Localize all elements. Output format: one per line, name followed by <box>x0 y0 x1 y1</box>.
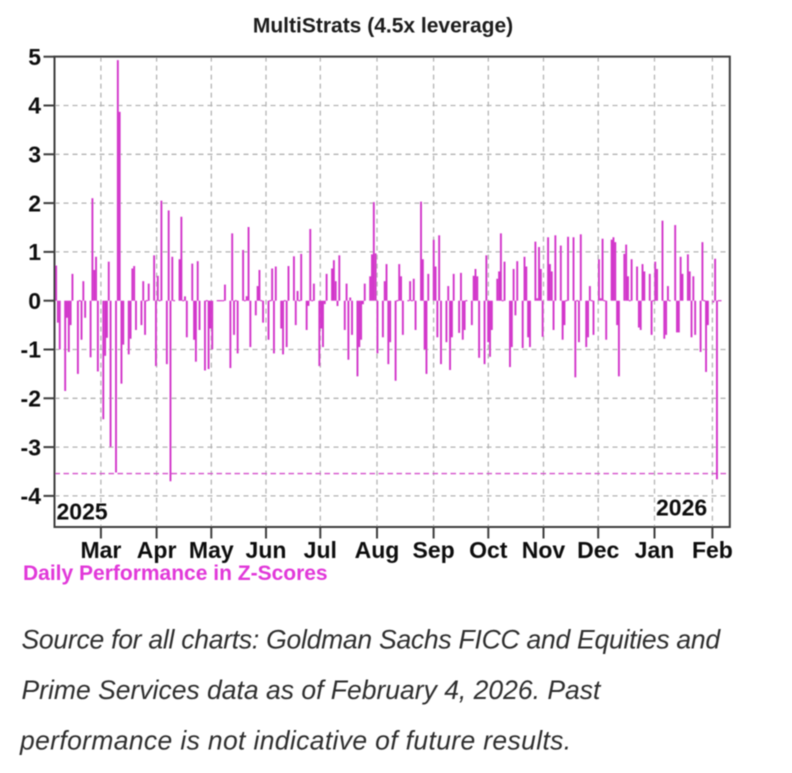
svg-text:Prime Services data as of Febr: Prime Services data as of February 4, 20… <box>22 675 602 705</box>
svg-text:performance is not indicative: performance is not indicative of future … <box>19 726 571 756</box>
svg-text:2025: 2025 <box>57 499 108 525</box>
svg-text:2026: 2026 <box>656 495 707 521</box>
svg-text:-2: -2 <box>21 386 41 412</box>
svg-text:-3: -3 <box>21 434 41 460</box>
svg-text:Aug: Aug <box>355 537 400 563</box>
svg-text:Jan: Jan <box>635 537 675 563</box>
svg-text:Jun: Jun <box>246 537 287 563</box>
svg-text:Daily Performance in Z-Scores: Daily Performance in Z-Scores <box>23 562 328 585</box>
svg-text:3: 3 <box>28 142 41 168</box>
svg-text:Jul: Jul <box>304 537 337 563</box>
svg-text:MultiStrats (4.5x leverage): MultiStrats (4.5x leverage) <box>253 15 513 38</box>
svg-text:-4: -4 <box>21 483 42 509</box>
svg-text:-1: -1 <box>21 337 42 363</box>
svg-text:Sep: Sep <box>413 537 455 563</box>
svg-text:1: 1 <box>28 239 41 265</box>
svg-text:Dec: Dec <box>577 537 619 563</box>
svg-text:May: May <box>189 537 234 563</box>
svg-text:5: 5 <box>28 44 41 70</box>
svg-text:Feb: Feb <box>692 537 733 563</box>
svg-text:Apr: Apr <box>137 537 177 563</box>
svg-text:2: 2 <box>28 190 41 216</box>
svg-text:Mar: Mar <box>80 537 121 563</box>
svg-text:Nov: Nov <box>522 537 566 563</box>
svg-text:Oct: Oct <box>469 537 508 563</box>
svg-text:4: 4 <box>28 93 41 119</box>
svg-text:0: 0 <box>28 288 41 314</box>
svg-text:Source for all charts: Goldman: Source for all charts: Goldman Sachs FIC… <box>22 625 722 655</box>
